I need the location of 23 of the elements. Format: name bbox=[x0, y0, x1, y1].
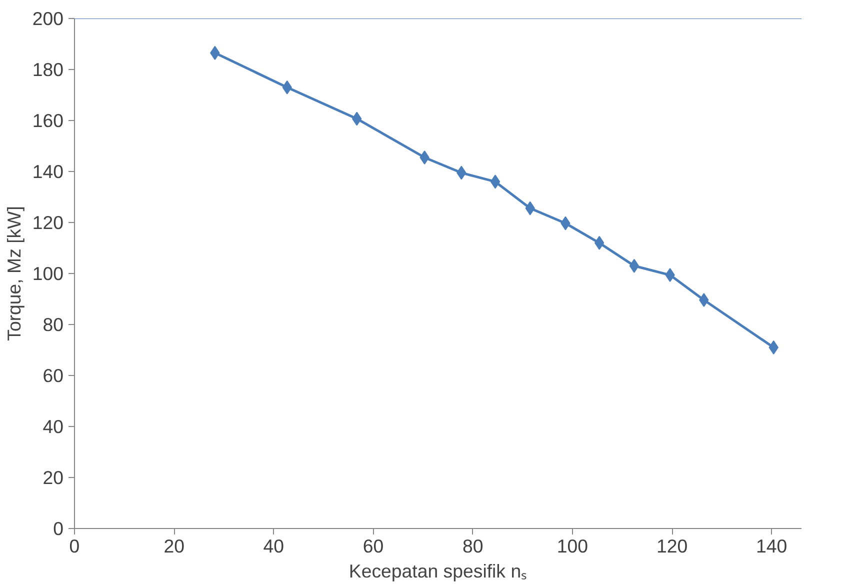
y-tick-label: 100 bbox=[32, 263, 64, 284]
x-tick-label: 60 bbox=[362, 536, 384, 556]
y-tick-label: 80 bbox=[42, 314, 64, 335]
y-tick-label: 40 bbox=[42, 416, 64, 437]
y-tick-label: 0 bbox=[53, 518, 64, 539]
x-tick-label: 0 bbox=[69, 536, 80, 556]
y-tick-label: 200 bbox=[32, 8, 64, 29]
y-tick-label: 60 bbox=[42, 365, 64, 386]
x-tick-label: 80 bbox=[462, 536, 484, 556]
x-axis-title: Kecepatan spesifik nₛ bbox=[348, 560, 528, 582]
y-axis-title: Torque, Mz [kW] bbox=[3, 206, 24, 341]
y-tick-label: 180 bbox=[32, 59, 64, 80]
y-tick-label: 160 bbox=[32, 110, 64, 131]
x-tick-label: 100 bbox=[556, 536, 588, 556]
y-tick-label: 20 bbox=[42, 467, 64, 488]
x-tick-label: 20 bbox=[164, 536, 184, 556]
x-tick-label: 120 bbox=[656, 536, 688, 556]
x-tick-label: 40 bbox=[263, 536, 284, 556]
point bbox=[629, 258, 640, 273]
x-tick-label: 140 bbox=[756, 536, 788, 556]
y-tick-label: 120 bbox=[32, 212, 64, 233]
y-tick-label: 140 bbox=[32, 161, 64, 182]
point bbox=[490, 174, 500, 189]
